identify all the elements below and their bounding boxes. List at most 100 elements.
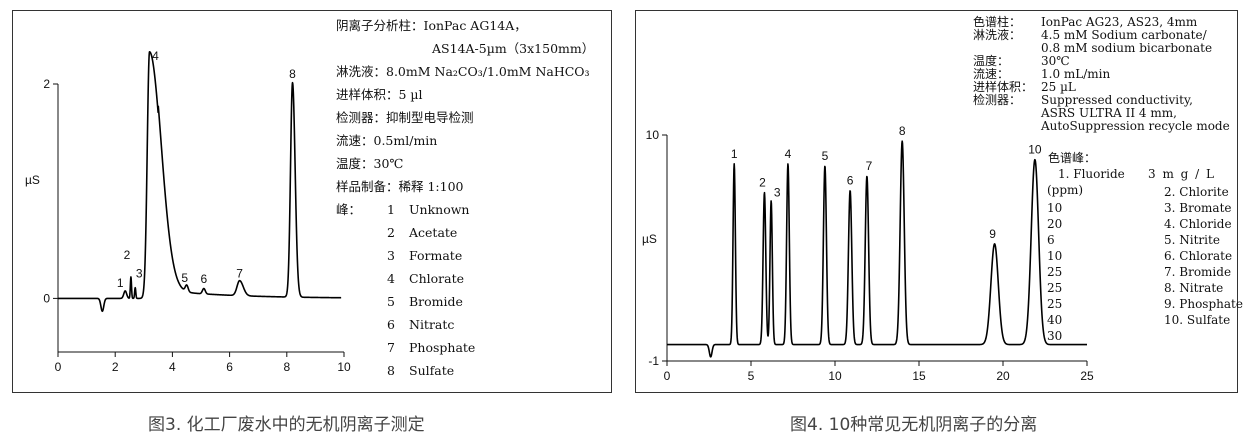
sample-prep-text: 样品制备：稀释 1:100: [336, 179, 464, 194]
concentration: 25: [1047, 297, 1063, 311]
eluent-text: 淋洗液：8.0mM Na₂CO₃/1.0mM NaHCO₃: [336, 64, 590, 79]
peak-label: 4: [785, 147, 792, 161]
peak-label: 2: [759, 176, 766, 190]
y-tick-label: 10: [646, 128, 660, 142]
legend-item: 9. Phosphate: [1164, 297, 1243, 311]
peaks-label: 峰：: [336, 202, 362, 217]
injection-text: 进样体积：5 µl: [336, 87, 423, 102]
peak-name: Phosphate: [409, 340, 476, 355]
peak-label: 9: [989, 227, 996, 241]
legend-item: 6. Chlorate: [1164, 249, 1233, 263]
legend-item: 10. Sulfate: [1164, 313, 1231, 327]
x-tick-label: 0: [55, 360, 62, 374]
y-tick-label: 0: [43, 291, 50, 305]
peak-name: Chlorate: [409, 271, 464, 286]
concentration-list: 10 20 6 10 25 25 25 40 30: [1047, 200, 1062, 344]
peak-label: 4: [152, 49, 159, 63]
concentration: 10: [1047, 201, 1063, 215]
info-label: 温度：: [973, 54, 1010, 68]
legend-item: 7. Bromide: [1164, 265, 1232, 279]
info-value: 4.5 mM Sodium carbonate/: [1041, 28, 1207, 42]
concentration: 6: [1047, 233, 1055, 247]
legend-item: 8. Nitrate: [1164, 281, 1224, 295]
peak-num: 8: [387, 363, 395, 378]
info-label: 色谱柱：: [973, 15, 1022, 29]
peak-name: Formate: [409, 248, 463, 263]
peak-num: 1: [387, 202, 395, 217]
x-tick-label: 25: [1080, 369, 1094, 383]
legend-item: 3. Bromate: [1164, 201, 1232, 215]
peak-label: 5: [822, 149, 829, 163]
temperature-text: 温度：30℃: [336, 156, 404, 171]
peak-label: 6: [847, 173, 854, 187]
x-tick-label: 5: [748, 369, 755, 383]
peaks-title: 色谱峰：: [1048, 151, 1097, 165]
info-label: 流速：: [973, 67, 1010, 81]
info-value: IonPac AG23, AS23, 4mm: [1041, 15, 1198, 29]
column-value-2: AS14A-5µm（3x150mm）: [432, 41, 595, 56]
peak-label: 1: [731, 147, 738, 161]
peak-name: Unknown: [409, 202, 470, 217]
peak-label: 7: [866, 159, 873, 173]
y-tick-label: -1: [648, 354, 659, 368]
info-value: Suppressed conductivity,: [1041, 93, 1193, 107]
conc-header: (ppm): [1047, 183, 1084, 197]
concentration: 20: [1047, 217, 1063, 231]
x-tick-label: 10: [337, 360, 351, 374]
x-tick-label: 2: [112, 360, 119, 374]
info-label: 检测器：: [973, 93, 1022, 107]
peak-label: 8: [899, 124, 906, 138]
legend-item: 5. Nitrite: [1164, 233, 1220, 247]
column-value-1: IonPac AG14A，: [423, 18, 527, 33]
x-tick-label: 6: [226, 360, 233, 374]
info-label: 淋洗液：: [973, 28, 1022, 42]
concentration: 25: [1047, 281, 1063, 295]
figure4-caption: 图4. 10种常见无机阴离子的分离: [790, 415, 1038, 435]
peak-label: 2: [124, 248, 131, 262]
peak-label: 3: [136, 267, 143, 281]
info-value: 1.0 mL/min: [1041, 67, 1111, 81]
peak-name: Bromide: [409, 294, 463, 309]
peak-num: 5: [387, 294, 395, 309]
peak-label: 8: [289, 67, 296, 81]
info-value: 30℃: [1041, 54, 1070, 68]
figure3-info: 阴离子分析柱：IonPac AG14A， AS14A-5µm（3x150mm） …: [336, 14, 594, 221]
legend-list: 2. Chlorite 3. Bromate 4. Chloride 5. Ni…: [1164, 184, 1243, 328]
info-value: AutoSuppression recycle mode: [1041, 119, 1230, 133]
peak-num: 2: [387, 225, 395, 240]
peak-label: 6: [201, 272, 208, 286]
column-label: 阴离子分析柱：: [336, 18, 424, 33]
legend-item: 2. Chlorite: [1164, 185, 1229, 199]
concentration: 10: [1047, 249, 1063, 263]
figure4-panel: 0 5 10 15 20 25 -1 10 µS 1 2 3 4 5 6 7 8 9 10 色谱柱： IonPac A…: [635, 10, 1243, 393]
flow-text: 流速：0.5ml/min: [336, 133, 438, 148]
peak-num: 4: [387, 271, 395, 286]
detector-text: 检测器：抑制型电导检测: [336, 110, 474, 125]
peak-label: 5: [181, 271, 188, 285]
info-label: 进样体积：: [973, 80, 1034, 94]
peak-num: 7: [387, 340, 395, 355]
legend-item: 4. Chloride: [1164, 217, 1232, 231]
info-value: ASRS ULTRA II 4 mm,: [1041, 106, 1177, 120]
figure3-panel: 0 2 4 6 8 10 0 2 µS 1 2 3 4 5 6 7 8 阴离子分析柱：IonPac AG14A，…: [12, 10, 612, 393]
peak-name: Nitratc: [409, 317, 455, 332]
concentration: 25: [1047, 265, 1063, 279]
y-axis-label: µS: [642, 232, 657, 246]
y-tick-label: 2: [43, 77, 50, 91]
x-tick-label: 20: [996, 369, 1010, 383]
concentration: 30: [1047, 329, 1063, 343]
legend-first: 1. Fluoride: [1058, 167, 1125, 181]
x-tick-label: 8: [283, 360, 290, 374]
peak-name: Sulfate: [409, 363, 455, 378]
concentration: 40: [1047, 313, 1063, 327]
peak-label: 10: [1028, 143, 1042, 157]
y-axis-label: µS: [25, 173, 40, 187]
peak-name: Acetate: [409, 225, 458, 240]
peak-num: 6: [387, 317, 395, 332]
peak-label: 7: [236, 266, 243, 280]
figure3-peak-list: 1 Unknown 2 Acetate 3 Formate 4 Chlorate 5 Br…: [387, 198, 475, 382]
legend-unit: 3 m g / L: [1148, 167, 1214, 181]
figure4-info: 色谱柱： IonPac AG23, AS23, 4mm 淋洗液： 4.5 mM So…: [973, 15, 1230, 133]
